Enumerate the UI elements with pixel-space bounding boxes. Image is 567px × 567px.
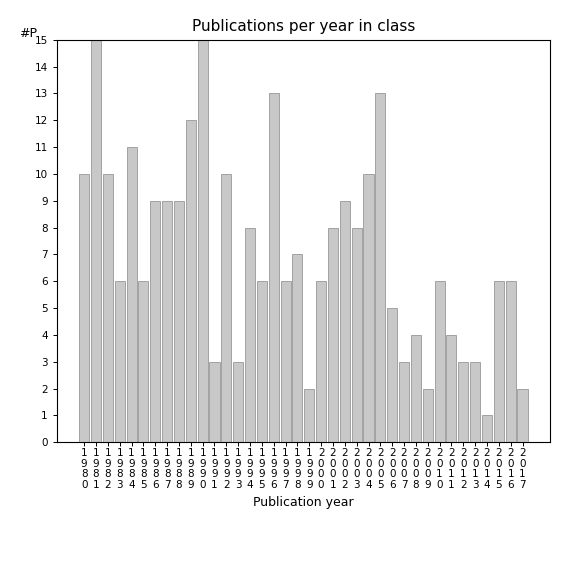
Bar (434, 281, 445, 442)
Bar (198, 40, 208, 442)
Bar (91, 40, 101, 442)
Title: Publications per year in class: Publications per year in class (192, 19, 415, 35)
Bar (363, 174, 374, 442)
Bar (281, 281, 291, 442)
Bar (174, 201, 184, 442)
Bar (103, 174, 113, 442)
Bar (126, 147, 137, 442)
X-axis label: Publication year: Publication year (253, 496, 354, 509)
Bar (316, 281, 326, 442)
Bar (340, 201, 350, 442)
Bar (375, 94, 386, 442)
Bar (293, 255, 302, 442)
Bar (387, 308, 397, 442)
Bar (411, 335, 421, 442)
Bar (257, 281, 267, 442)
Bar (209, 362, 219, 442)
Bar (458, 362, 468, 442)
Bar (446, 335, 456, 442)
Bar (233, 362, 243, 442)
Bar (328, 227, 338, 442)
Bar (79, 174, 89, 442)
Bar (162, 201, 172, 442)
Bar (423, 388, 433, 442)
Bar (221, 174, 231, 442)
Bar (186, 120, 196, 442)
Bar (352, 227, 362, 442)
Bar (518, 388, 527, 442)
Bar (138, 281, 149, 442)
Bar (494, 281, 504, 442)
Y-axis label: #P: #P (19, 27, 37, 40)
Bar (269, 94, 279, 442)
Bar (245, 227, 255, 442)
Bar (506, 281, 516, 442)
Bar (115, 281, 125, 442)
Bar (304, 388, 314, 442)
Bar (470, 362, 480, 442)
Bar (399, 362, 409, 442)
Bar (482, 416, 492, 442)
Bar (150, 201, 160, 442)
